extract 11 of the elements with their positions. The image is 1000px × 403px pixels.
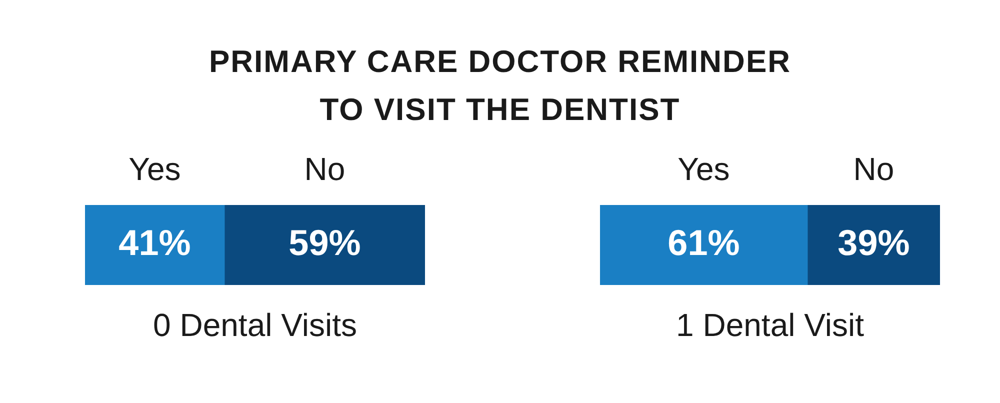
text: PRIMARY CARE DOCTOR REMINDER TO VISIT THE DENTIST xyxy=(208,43,792,129)
data-label: 41% xyxy=(118,222,191,263)
series-label: Yes xyxy=(678,150,730,187)
series-label: No xyxy=(304,150,346,187)
series-label: No xyxy=(853,150,894,187)
data-label: 61% xyxy=(668,222,740,263)
category-label: 0 Dental Visits xyxy=(153,306,357,343)
data-label: 59% xyxy=(288,222,361,263)
category-label: 1 Dental Visit xyxy=(676,306,864,343)
series-label: Yes xyxy=(128,150,181,187)
data-label: 39% xyxy=(838,222,910,263)
